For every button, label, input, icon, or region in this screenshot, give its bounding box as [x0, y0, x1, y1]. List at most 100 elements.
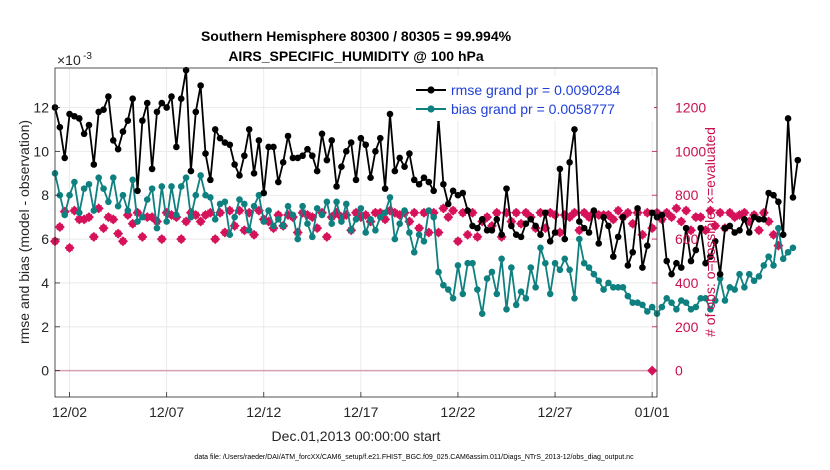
right-tick-label: 0: [675, 363, 683, 379]
rmse-point: [80, 130, 88, 138]
bias-point: [673, 305, 680, 313]
obs-evaluated-marker: [158, 235, 166, 243]
bias-point: [207, 194, 214, 201]
bias-point: [503, 305, 510, 313]
bias-point: [163, 218, 170, 225]
bias-point: [245, 227, 253, 234]
rmse-point: [760, 216, 768, 223]
bias-point: [338, 218, 345, 225]
rmse-point: [231, 161, 238, 168]
rmse-point: [357, 134, 365, 142]
rmse-point: [245, 126, 253, 133]
rmse-point: [105, 93, 112, 100]
obs-evaluated-marker: [609, 215, 617, 223]
bias-point: [192, 191, 200, 199]
bias-point: [430, 213, 437, 221]
left-tick-label: 6: [41, 231, 49, 247]
right-tick-label: 200: [675, 319, 699, 335]
rmse-point: [173, 143, 180, 151]
rmse-point: [687, 257, 695, 265]
chart-subtitle: AIRS_SPECIFIC_HUMIDITY @ 100 hPa: [228, 48, 484, 64]
bias-point: [381, 209, 389, 217]
obs-evaluated-marker: [119, 237, 127, 245]
bias-point: [561, 255, 569, 263]
bias-point: [61, 211, 69, 219]
obs-evaluated-marker: [313, 224, 321, 232]
bias-point: [488, 268, 496, 276]
bias-point: [682, 299, 690, 306]
bias-point: [765, 253, 772, 260]
rmse-point: [789, 194, 797, 201]
obs-evaluated-marker: [624, 209, 632, 217]
bias-point: [221, 198, 229, 206]
bias-point: [362, 229, 370, 236]
bias-point: [469, 259, 476, 267]
rmse-point: [202, 150, 209, 157]
obs-evaluated-marker: [105, 213, 112, 221]
bias-point: [610, 284, 617, 291]
rmse-point: [605, 222, 612, 230]
obs-evaluated-marker: [250, 231, 258, 239]
rmse-point: [483, 227, 491, 234]
obs-evaluated-marker: [197, 218, 204, 225]
bias-point: [114, 202, 122, 210]
rmse-point: [284, 132, 292, 140]
rmse-point: [148, 165, 156, 173]
bias-point: [546, 290, 554, 298]
bias-point: [187, 213, 195, 221]
bias-point: [323, 198, 331, 206]
bias-point: [396, 220, 403, 228]
rmse-point: [702, 259, 709, 267]
bias-point: [226, 231, 234, 238]
bias-point: [197, 172, 204, 179]
bias-point: [580, 259, 588, 267]
bias-point: [624, 292, 632, 300]
bias-point: [512, 301, 520, 309]
bias-point: [639, 301, 646, 309]
rmse-point: [109, 137, 117, 144]
y-axis-label-left: rmse and bias (model - observation): [16, 120, 32, 344]
rmse-point: [561, 235, 569, 243]
rmse-point: [187, 167, 195, 175]
bias-point: [498, 255, 505, 263]
obs-evaluated-marker: [677, 218, 685, 225]
obs-evaluated-marker: [372, 209, 379, 217]
rmse-point: [522, 220, 530, 228]
bias-point: [415, 231, 423, 238]
rmse-point: [182, 66, 190, 74]
left-tick-label: 8: [41, 187, 49, 203]
x-tick-label: 12/02: [52, 404, 87, 420]
rmse-point: [396, 154, 403, 162]
rmse-point: [211, 126, 219, 133]
rmse-point: [85, 121, 93, 129]
rmse-point: [755, 216, 763, 223]
rmse-point: [580, 224, 588, 232]
rmse-point: [114, 145, 122, 153]
rmse-point: [624, 262, 632, 269]
obs-evaluated-marker: [449, 207, 457, 214]
rmse-point: [309, 152, 316, 160]
bias-point: [760, 262, 768, 269]
rmse-point: [275, 178, 282, 186]
bias-point: [158, 183, 166, 190]
obs-evaluated-marker: [668, 213, 675, 221]
rmse-point: [682, 224, 690, 232]
obs-evaluated-marker: [731, 213, 739, 221]
rmse-point: [391, 167, 399, 175]
obs-evaluated-marker: [226, 207, 234, 214]
x-axis: 12/02 12/07 12/12 12/17 12/22 12/27 01/01: [52, 392, 670, 420]
obs-evaluated-marker: [80, 215, 88, 223]
rmse-point: [410, 176, 418, 184]
rmse-point: [595, 240, 603, 247]
obs-evaluated-marker: [629, 220, 637, 228]
exponent-power: -3: [83, 51, 92, 62]
legend: rmse grand pr = 0.0090284 bias grand pr …: [412, 76, 654, 121]
bias-point: [532, 284, 539, 291]
bias-point: [775, 224, 782, 232]
rmse-point: [449, 187, 457, 195]
rmse-point: [585, 229, 593, 236]
bias-point: [464, 259, 471, 267]
chart-title: Southern Hemisphere 80300 / 80305 = 99.9…: [201, 28, 512, 44]
obs-evaluated-marker: [66, 244, 73, 252]
bias-point: [711, 297, 719, 304]
